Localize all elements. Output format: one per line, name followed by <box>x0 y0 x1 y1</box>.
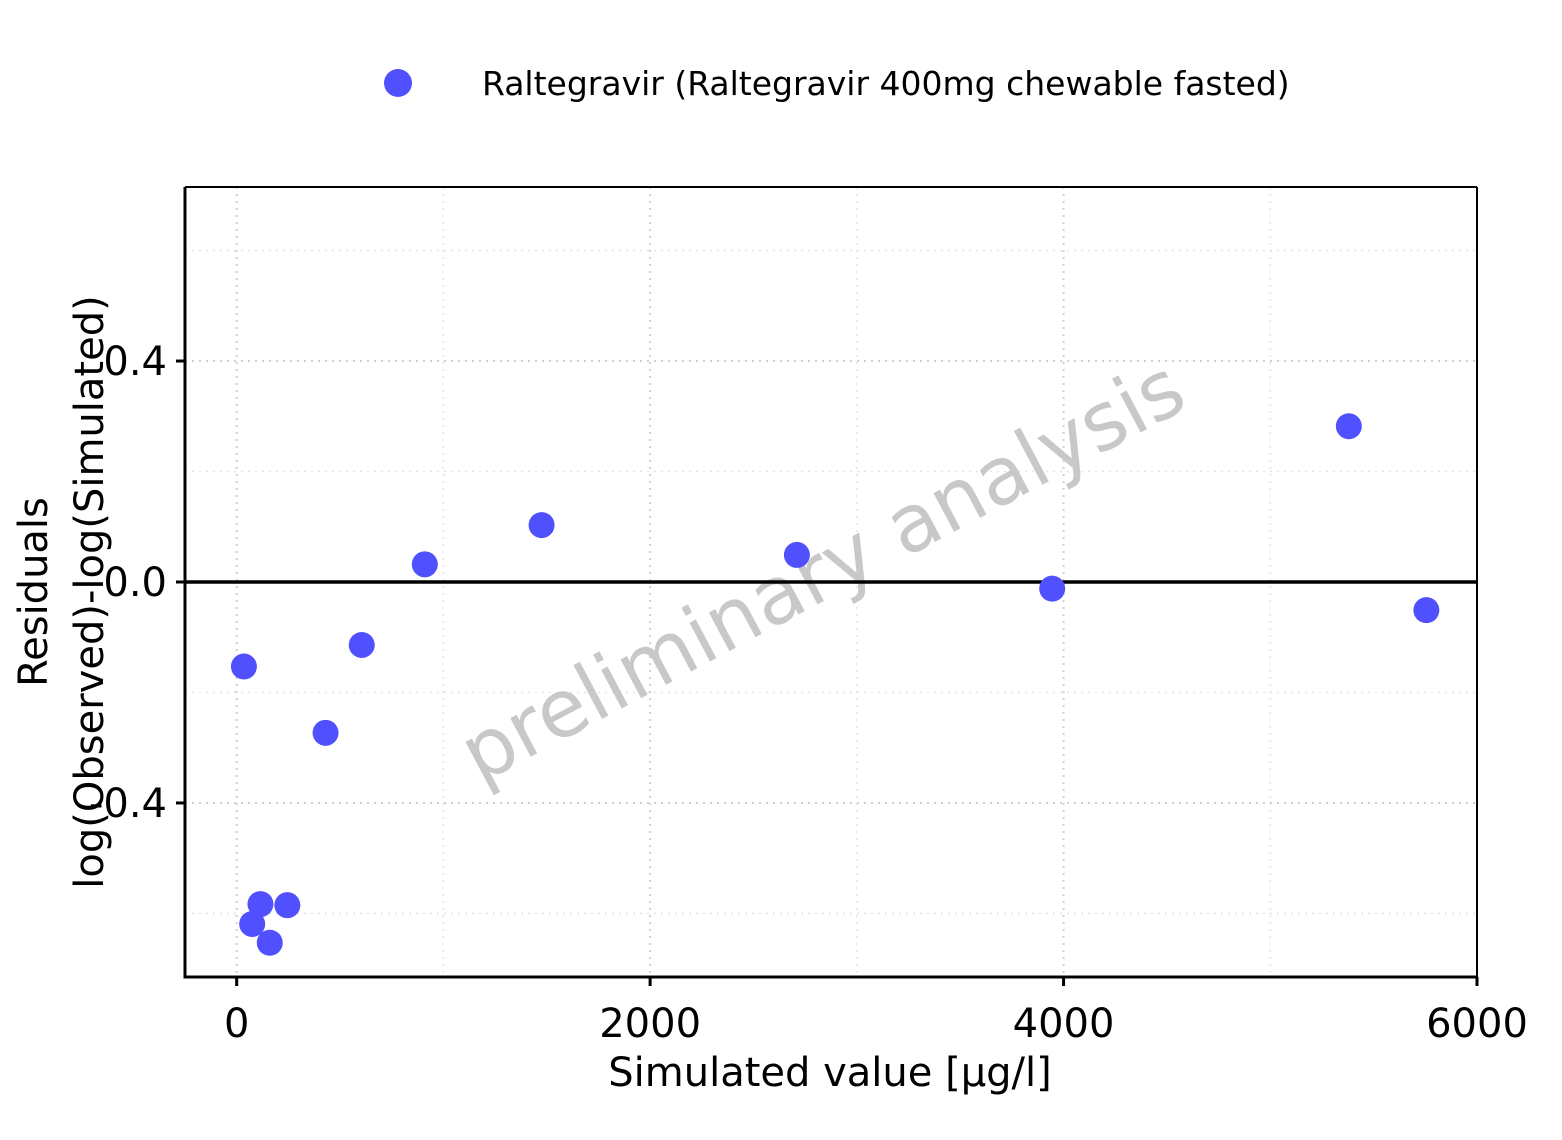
y-tick-label: 0.0 <box>103 560 167 606</box>
x-tick-label: 4000 <box>1013 1001 1115 1047</box>
data-point <box>312 719 339 746</box>
data-point <box>230 653 257 680</box>
x-tick-label: 6000 <box>1426 1001 1528 1047</box>
data-point <box>256 929 283 956</box>
x-axis-ticks: 0 2000 4000 6000 <box>224 977 1528 1047</box>
y-tick-label: -0.4 <box>89 781 167 827</box>
y-axis-title-line-1: Residuals <box>11 497 57 687</box>
data-point <box>783 541 810 568</box>
y-axis-ticks: -0.4 0.0 0.4 <box>89 339 185 827</box>
y-axis-title-line-2: log(Observed)-log(Simulated) <box>67 295 113 888</box>
data-point <box>348 631 375 658</box>
data-point <box>274 892 301 919</box>
data-point <box>239 910 266 937</box>
data-point <box>1335 413 1362 440</box>
x-axis-title: Simulated value [µg/l] <box>608 1050 1051 1096</box>
legend: Raltegravir (Raltegravir 400mg chewable … <box>384 64 1290 103</box>
data-point <box>528 512 555 539</box>
x-tick-label: 2000 <box>599 1001 701 1047</box>
data-point <box>247 891 274 918</box>
data-point <box>1413 597 1440 624</box>
y-tick-label: 0.4 <box>103 339 167 385</box>
x-tick-label: 0 <box>224 1001 249 1047</box>
legend-label: Raltegravir (Raltegravir 400mg chewable … <box>482 64 1290 103</box>
data-point <box>411 551 438 578</box>
data-points <box>230 413 1440 956</box>
data-point <box>1039 575 1066 602</box>
legend-marker <box>384 69 412 97</box>
